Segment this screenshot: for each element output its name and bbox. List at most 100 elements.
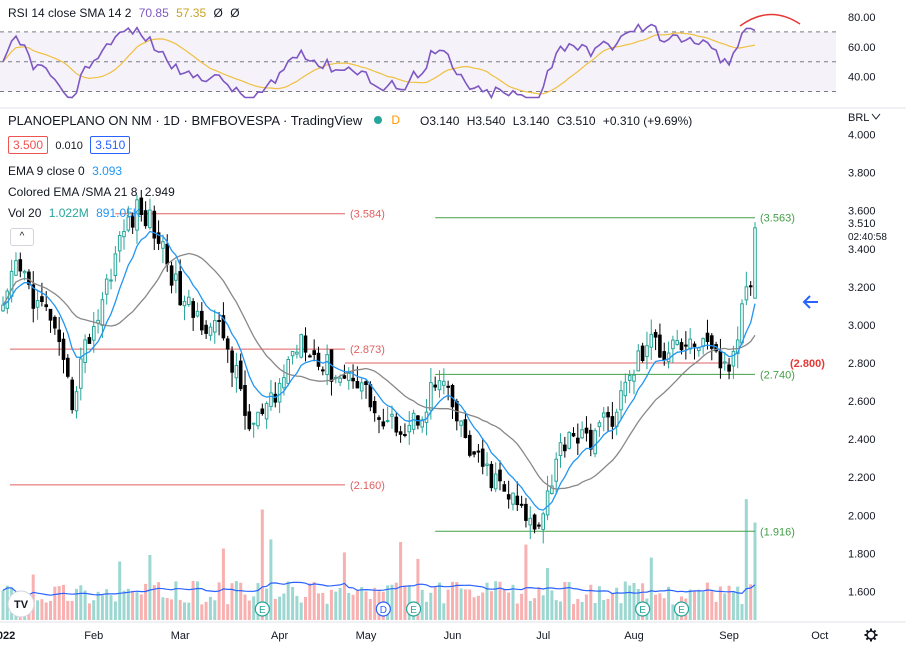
volume-legend: Vol 20 1.022M 891.05K bbox=[8, 206, 145, 220]
candle-body bbox=[156, 232, 161, 244]
candle-body bbox=[122, 231, 126, 238]
candle-body bbox=[277, 382, 282, 403]
candle-body bbox=[476, 450, 481, 453]
candle-body bbox=[385, 420, 390, 422]
volume-bar bbox=[494, 581, 498, 620]
candle-body bbox=[286, 359, 290, 384]
symbol-legend: PLANOEPLANO ON NM · 1D · BMFBOVESPA · Tr… bbox=[8, 113, 366, 128]
candle-body bbox=[407, 424, 412, 433]
volume-bar bbox=[705, 582, 709, 620]
candle-body bbox=[645, 345, 649, 358]
price-tick-label: 4.000 bbox=[848, 130, 876, 142]
candle-body bbox=[312, 350, 316, 356]
price-tick-label: 2.800 bbox=[848, 358, 876, 370]
candle-body bbox=[18, 259, 23, 272]
arrow-left-icon bbox=[802, 295, 818, 309]
volume-bar bbox=[334, 591, 338, 620]
candle-body bbox=[316, 352, 321, 367]
rsi-value: 70.85 bbox=[138, 6, 169, 20]
candle-body bbox=[299, 334, 303, 358]
event-marker bbox=[375, 601, 391, 617]
volume-bar bbox=[416, 558, 420, 620]
rsi-z1: Ø bbox=[213, 6, 223, 20]
volume-bar bbox=[593, 603, 597, 620]
volume-bar bbox=[481, 592, 485, 620]
volume-bar bbox=[399, 542, 403, 620]
candle-body bbox=[636, 350, 641, 372]
candle-body bbox=[684, 344, 688, 347]
volume-bar bbox=[710, 591, 714, 620]
rsi-line bbox=[2, 22, 756, 100]
rsi-pane bbox=[0, 13, 836, 100]
candle-body bbox=[675, 340, 680, 345]
volume-value-2: 891.05K bbox=[96, 206, 141, 220]
volume-bar bbox=[602, 600, 606, 620]
colored-ema-legend: Colored EMA /SMA 21 8 2.949 bbox=[8, 185, 179, 199]
time-tick-label: May bbox=[356, 630, 377, 642]
volume-bar bbox=[580, 602, 584, 620]
volume-bar bbox=[386, 585, 390, 620]
candle-body bbox=[264, 403, 269, 420]
ema9-value: 3.093 bbox=[92, 164, 123, 178]
candle-body bbox=[325, 354, 329, 376]
volume-bar bbox=[278, 596, 282, 620]
volume-bar bbox=[62, 584, 65, 620]
volume-bar bbox=[731, 592, 735, 620]
candle-body bbox=[576, 437, 580, 444]
candle-body bbox=[57, 329, 62, 343]
candle-body bbox=[187, 296, 191, 306]
candle-body bbox=[31, 284, 36, 309]
volume-bar bbox=[157, 582, 161, 620]
volume-bar bbox=[688, 589, 692, 620]
candle-body bbox=[182, 301, 187, 307]
level-label: (2.160) bbox=[350, 480, 385, 492]
volume-bar bbox=[239, 582, 243, 620]
high-value: H3.540 bbox=[466, 114, 506, 128]
ema9-line bbox=[2, 230, 756, 511]
volume-bar bbox=[632, 583, 636, 620]
ask-price[interactable]: 3.510 bbox=[90, 136, 131, 154]
level-label: (3.563) bbox=[760, 213, 795, 225]
candle-body bbox=[92, 326, 96, 341]
candle-body bbox=[433, 384, 437, 388]
candle-body bbox=[632, 374, 636, 382]
volume-bar bbox=[342, 552, 346, 620]
candle-body bbox=[290, 351, 295, 357]
collapse-legend-button[interactable]: ^ bbox=[10, 228, 34, 246]
candle-body bbox=[22, 270, 27, 274]
time-tick-label: 2022 bbox=[0, 630, 15, 642]
candle-body bbox=[381, 421, 386, 427]
volume-bar bbox=[347, 592, 351, 620]
candle-body bbox=[597, 422, 602, 428]
candle-body bbox=[295, 351, 299, 355]
candle-body bbox=[601, 412, 606, 418]
volume-bar bbox=[226, 604, 230, 620]
tradingview-logo bbox=[7, 590, 35, 618]
candle-body bbox=[589, 429, 593, 450]
candle-body bbox=[723, 361, 727, 364]
price-tick-label: 3.400 bbox=[848, 244, 876, 256]
candle-body bbox=[480, 448, 485, 467]
volume-bar bbox=[654, 594, 658, 620]
volume-bar bbox=[282, 593, 286, 620]
candle-body bbox=[485, 463, 489, 467]
candle-body bbox=[256, 411, 260, 427]
volume-bar bbox=[368, 599, 372, 620]
candle-body bbox=[506, 494, 511, 500]
event-marker-label: E bbox=[678, 605, 685, 616]
volume-bar bbox=[31, 574, 35, 620]
currency-label: BRL bbox=[848, 112, 869, 124]
rsi-tick-label: 40.00 bbox=[848, 72, 876, 84]
volume-bar bbox=[403, 585, 407, 620]
candle-body bbox=[649, 333, 654, 348]
gear-icon[interactable] bbox=[864, 628, 878, 642]
volume-ma-line bbox=[2, 581, 756, 596]
volume-bar bbox=[476, 595, 480, 620]
gear-tooth bbox=[865, 637, 869, 641]
volume-bar bbox=[718, 586, 722, 620]
bid-price[interactable]: 3.500 bbox=[8, 136, 49, 154]
candle-body bbox=[394, 416, 399, 433]
volume-bar bbox=[489, 591, 493, 620]
